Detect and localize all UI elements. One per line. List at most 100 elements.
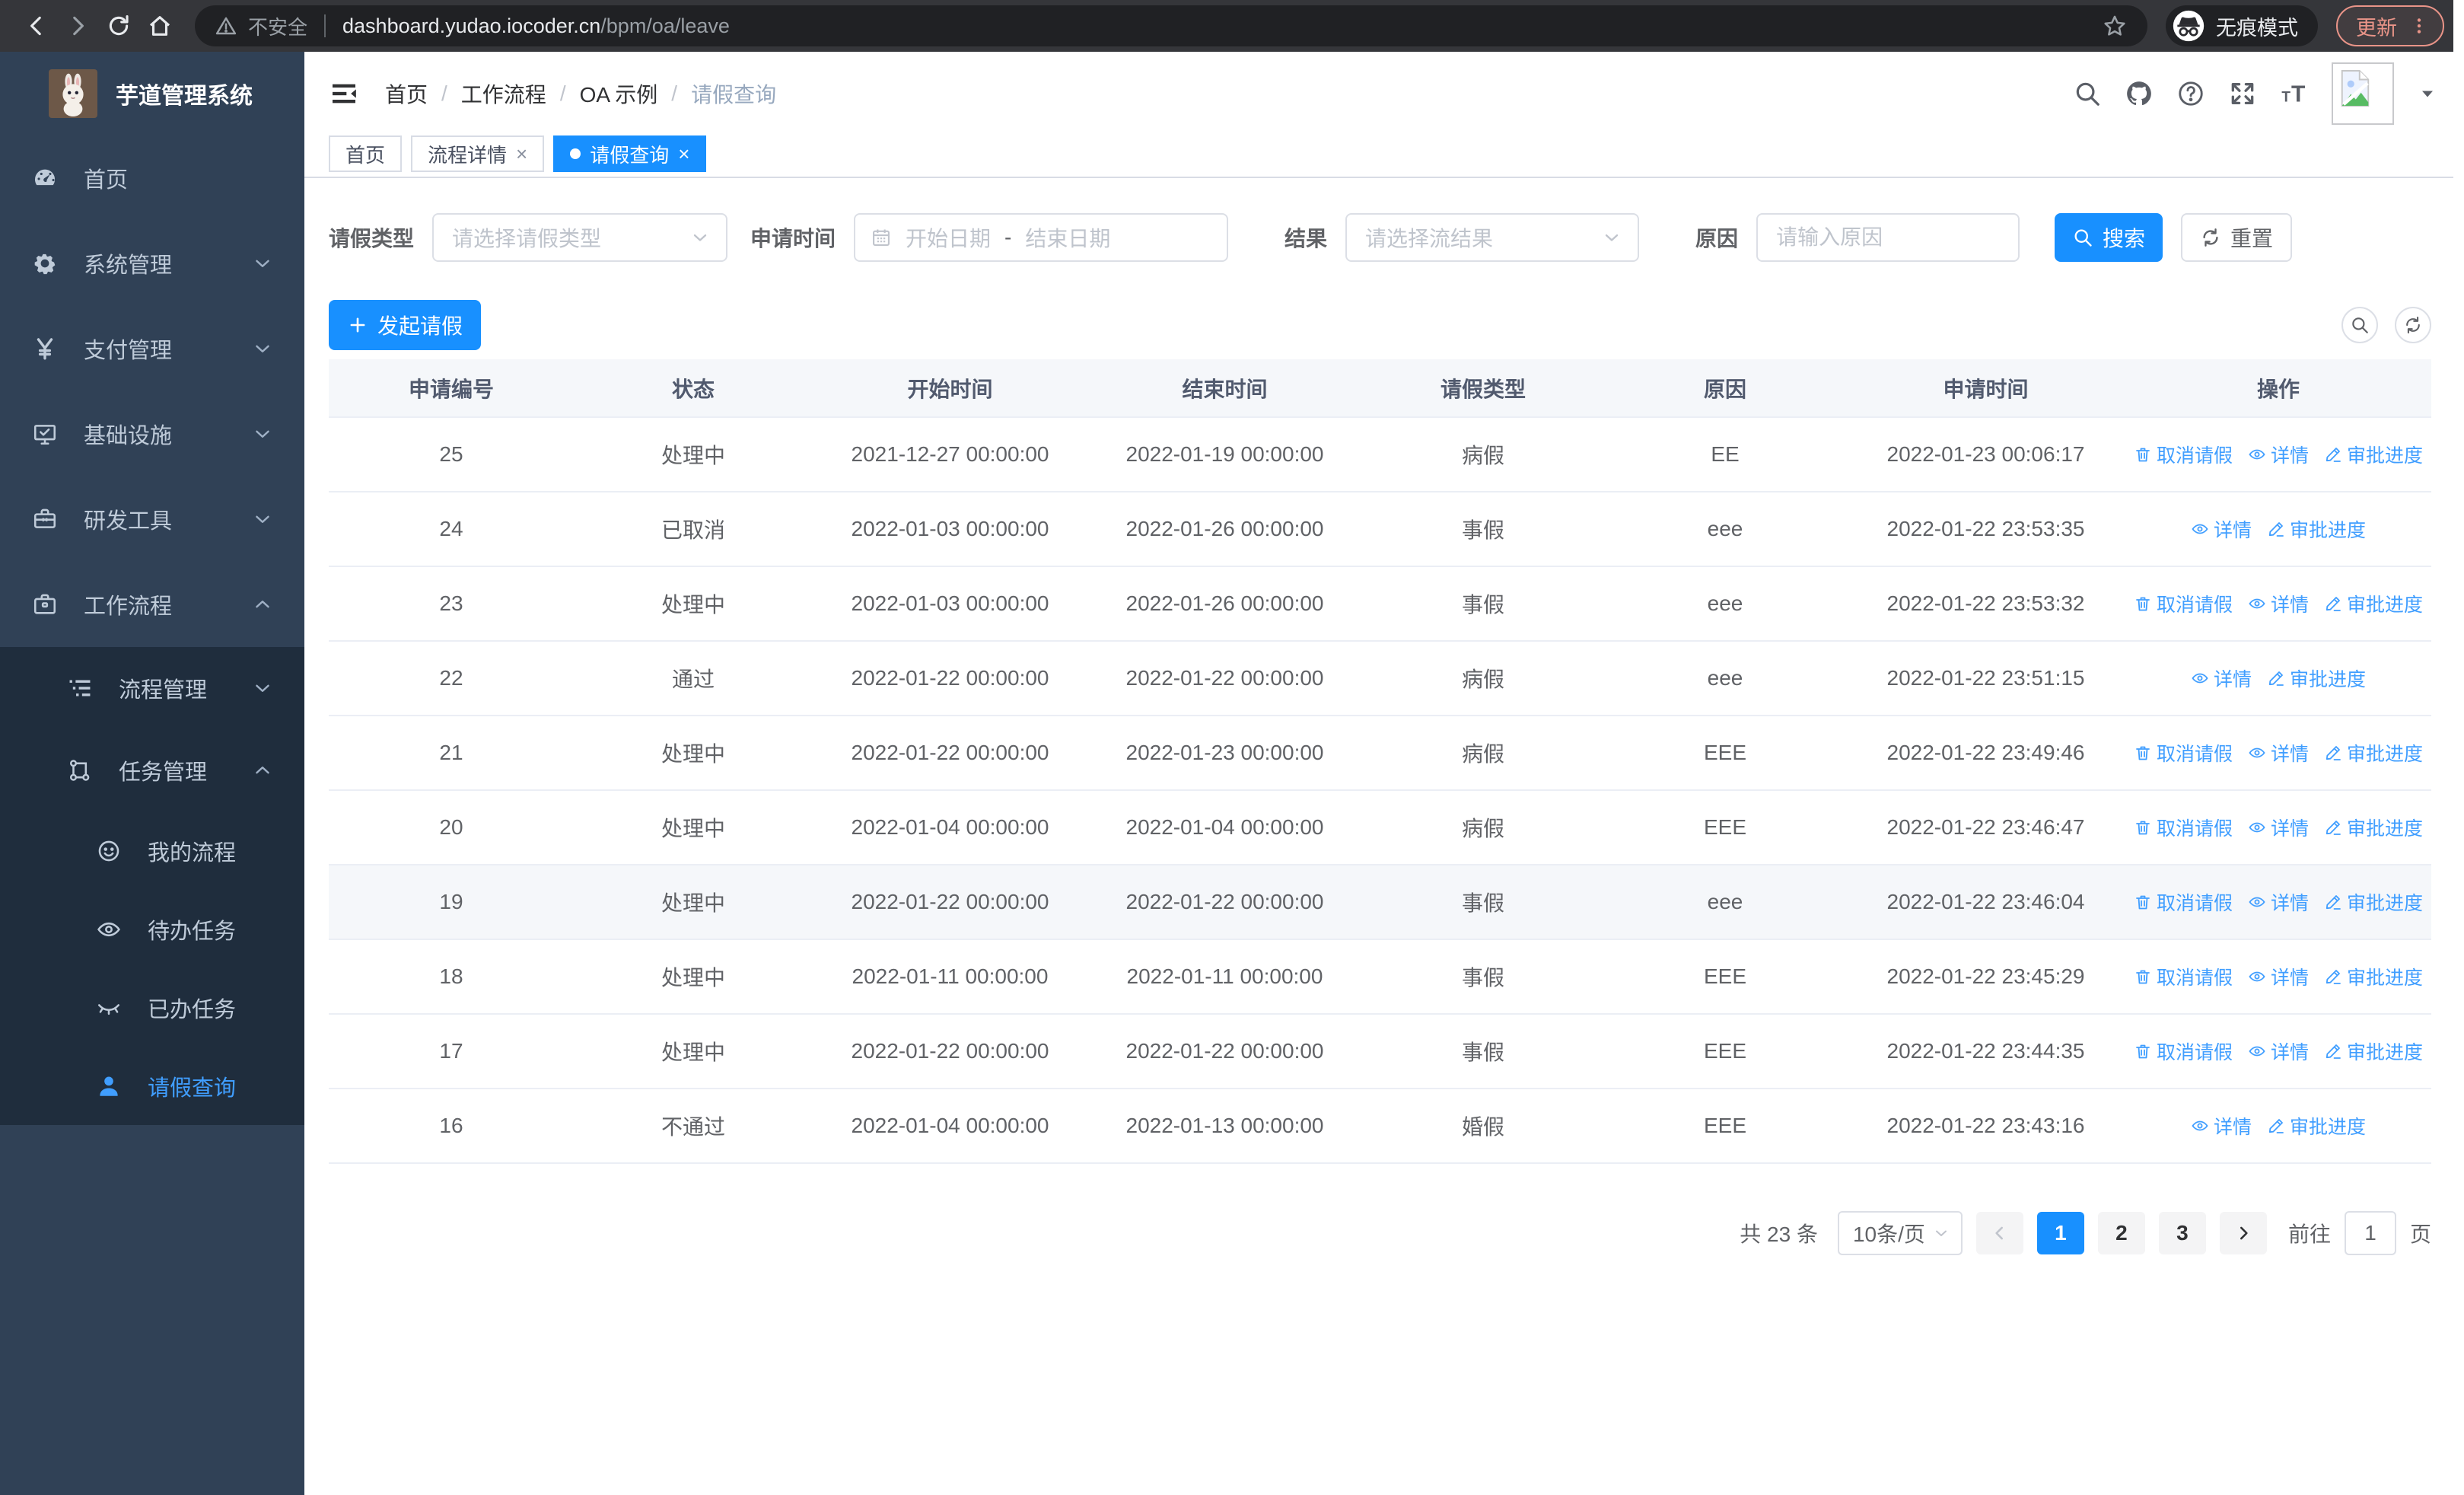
table-row[interactable]: 25 处理中 2021-12-27 00:00:00 2022-01-19 00:00… (329, 417, 2431, 492)
avatar-caret-down-icon[interactable] (2418, 84, 2437, 103)
cancel-link[interactable]: 取消请假 (2134, 888, 2233, 916)
browser-home-button[interactable] (143, 9, 177, 43)
detail-link[interactable]: 详情 (2191, 515, 2252, 543)
progress-link[interactable]: 审批进度 (2324, 1038, 2423, 1065)
progress-link[interactable]: 审批进度 (2324, 814, 2423, 841)
detail-link[interactable]: 详情 (2248, 814, 2309, 841)
sidebar-item-系统管理[interactable]: 系统管理 (0, 221, 304, 306)
progress-link[interactable]: 审批进度 (2324, 739, 2423, 767)
progress-link[interactable]: 审批进度 (2267, 665, 2366, 692)
tab-请假查询[interactable]: 请假查询 × (553, 135, 707, 172)
tab-close-icon[interactable]: × (516, 142, 528, 165)
tab-首页[interactable]: 首页 (329, 135, 403, 172)
table-row[interactable]: 20 处理中 2022-01-04 00:00:00 2022-01-04 00:00… (329, 790, 2431, 865)
tab-流程详情[interactable]: 流程详情 × (411, 135, 545, 172)
detail-link[interactable]: 详情 (2248, 963, 2309, 990)
page-size-select[interactable]: 10条/页 (1837, 1211, 1963, 1255)
sidebar-item-研发工具[interactable]: 研发工具 (0, 477, 304, 562)
detail-link[interactable]: 详情 (2248, 590, 2309, 617)
table-row[interactable]: 18 处理中 2022-01-11 00:00:00 2022-01-11 00:00… (329, 939, 2431, 1015)
progress-link[interactable]: 审批进度 (2267, 515, 2366, 543)
table-row[interactable]: 21 处理中 2022-01-22 00:00:00 2022-01-23 00:00… (329, 716, 2431, 791)
pen-icon (2324, 1042, 2342, 1060)
browser-menu-kebab-icon[interactable] (2409, 13, 2429, 39)
security-label: 不安全 (248, 15, 308, 39)
cancel-link[interactable]: 取消请假 (2134, 590, 2233, 617)
detail-link[interactable]: 详情 (2248, 1038, 2309, 1065)
sitemap-icon (67, 757, 93, 783)
breadcrumb-item-首页[interactable]: 首页 (385, 83, 428, 107)
detail-link[interactable]: 详情 (2248, 888, 2309, 916)
detail-link[interactable]: 详情 (2248, 739, 2309, 767)
eye-icon (2248, 967, 2266, 986)
cancel-link[interactable]: 取消请假 (2134, 441, 2233, 468)
sidebar-item-基础设施[interactable]: 基础设施 (0, 391, 304, 477)
sidebar-item-请假查询[interactable]: 请假查询 (0, 1047, 304, 1125)
sidebar-item-待办任务[interactable]: 待办任务 (0, 890, 304, 968)
sidebar-item-流程管理[interactable]: 流程管理 (0, 647, 304, 729)
progress-link[interactable]: 审批进度 (2324, 590, 2423, 617)
page-button-3[interactable]: 3 (2158, 1212, 2206, 1254)
help-icon[interactable] (2176, 79, 2205, 108)
cancel-link[interactable]: 取消请假 (2134, 814, 2233, 841)
detail-link[interactable]: 详情 (2248, 441, 2309, 468)
fullscreen-icon[interactable] (2228, 79, 2257, 108)
result-select[interactable]: 请选择流结果 (1345, 213, 1640, 262)
cancel-link[interactable]: 取消请假 (2134, 739, 2233, 767)
column-header-操作: 操作 (2125, 359, 2431, 418)
breadcrumb-item-工作流程[interactable]: 工作流程 (460, 83, 546, 107)
progress-link[interactable]: 审批进度 (2324, 888, 2423, 916)
cancel-link[interactable]: 取消请假 (2134, 963, 2233, 990)
cancel-link[interactable]: 取消请假 (2134, 1038, 2233, 1065)
search-button[interactable]: 搜索 (2055, 213, 2163, 262)
browser-scrollbar[interactable] (2453, 0, 2464, 1495)
browser-forward-button[interactable] (61, 9, 94, 43)
sidebar-collapse-button[interactable] (329, 78, 359, 109)
table-row[interactable]: 17 处理中 2022-01-22 00:00:00 2022-01-22 00:00… (329, 1014, 2431, 1089)
sidebar-item-已办任务[interactable]: 已办任务 (0, 968, 304, 1047)
browser-reload-button[interactable] (102, 9, 135, 43)
github-icon[interactable] (2125, 79, 2154, 108)
progress-link[interactable]: 审批进度 (2267, 1112, 2366, 1140)
breadcrumb-item-OA 示例[interactable]: OA 示例 (579, 83, 658, 107)
table-row[interactable]: 22 通过 2022-01-22 00:00:00 2022-01-22 00:00:… (329, 641, 2431, 716)
apply-time-range-picker[interactable]: 开始日期 - 结束日期 (854, 213, 1229, 262)
bookmark-star-icon[interactable] (2102, 13, 2128, 39)
address-bar[interactable]: 不安全 dashboard.yudao.iocoder.cn/bpm/oa/le… (195, 5, 2147, 46)
progress-link[interactable]: 审批进度 (2324, 963, 2423, 990)
sidebar-item-我的流程[interactable]: 我的流程 (0, 811, 304, 890)
sidebar-item-首页[interactable]: 首页 (0, 135, 304, 221)
leave-type-select[interactable]: 请选择请假类型 (432, 213, 728, 262)
detail-link[interactable]: 详情 (2191, 1112, 2252, 1140)
detail-link[interactable]: 详情 (2191, 665, 2252, 692)
progress-link[interactable]: 审批进度 (2324, 441, 2423, 468)
browser-update-button[interactable]: 更新 (2336, 5, 2444, 46)
result-placeholder: 请选择流结果 (1365, 227, 1494, 250)
reset-button[interactable]: 重置 (2181, 213, 2293, 262)
search-icon[interactable] (2073, 79, 2102, 108)
sidebar-logo-row: 芋道管理系统 (0, 52, 304, 135)
breadcrumb-separator: / (559, 81, 566, 105)
reason-input[interactable] (1756, 213, 2020, 262)
table-row[interactable]: 24 已取消 2022-01-03 00:00:00 2022-01-26 00:00… (329, 492, 2431, 567)
cancel-link-label: 取消请假 (2156, 445, 2233, 467)
table-row[interactable]: 19 处理中 2022-01-22 00:00:00 2022-01-22 00:00… (329, 865, 2431, 940)
page-button-2[interactable]: 2 (2097, 1212, 2145, 1254)
refresh-table-button[interactable] (2395, 307, 2431, 343)
goto-page-input[interactable] (2344, 1211, 2396, 1255)
avatar[interactable] (2332, 62, 2394, 125)
sidebar-item-任务管理[interactable]: 任务管理 (0, 729, 304, 811)
tab-close-icon[interactable]: × (678, 142, 690, 165)
next-page-button[interactable] (2219, 1212, 2267, 1254)
prev-page-button[interactable] (1975, 1212, 2023, 1254)
show-search-toggle-button[interactable] (2341, 307, 2378, 343)
cell-end: 2022-01-19 00:00:00 (1087, 417, 1362, 492)
sidebar-item-工作流程[interactable]: 工作流程 (0, 562, 304, 647)
browser-back-button[interactable] (20, 9, 53, 43)
table-row[interactable]: 23 处理中 2022-01-03 00:00:00 2022-01-26 00:00… (329, 566, 2431, 642)
page-button-1[interactable]: 1 (2036, 1212, 2084, 1254)
table-row[interactable]: 16 不通过 2022-01-04 00:00:00 2022-01-13 00:00… (329, 1089, 2431, 1164)
create-leave-button[interactable]: 发起请假 (329, 300, 481, 350)
sidebar-item-支付管理[interactable]: 支付管理 (0, 306, 304, 391)
